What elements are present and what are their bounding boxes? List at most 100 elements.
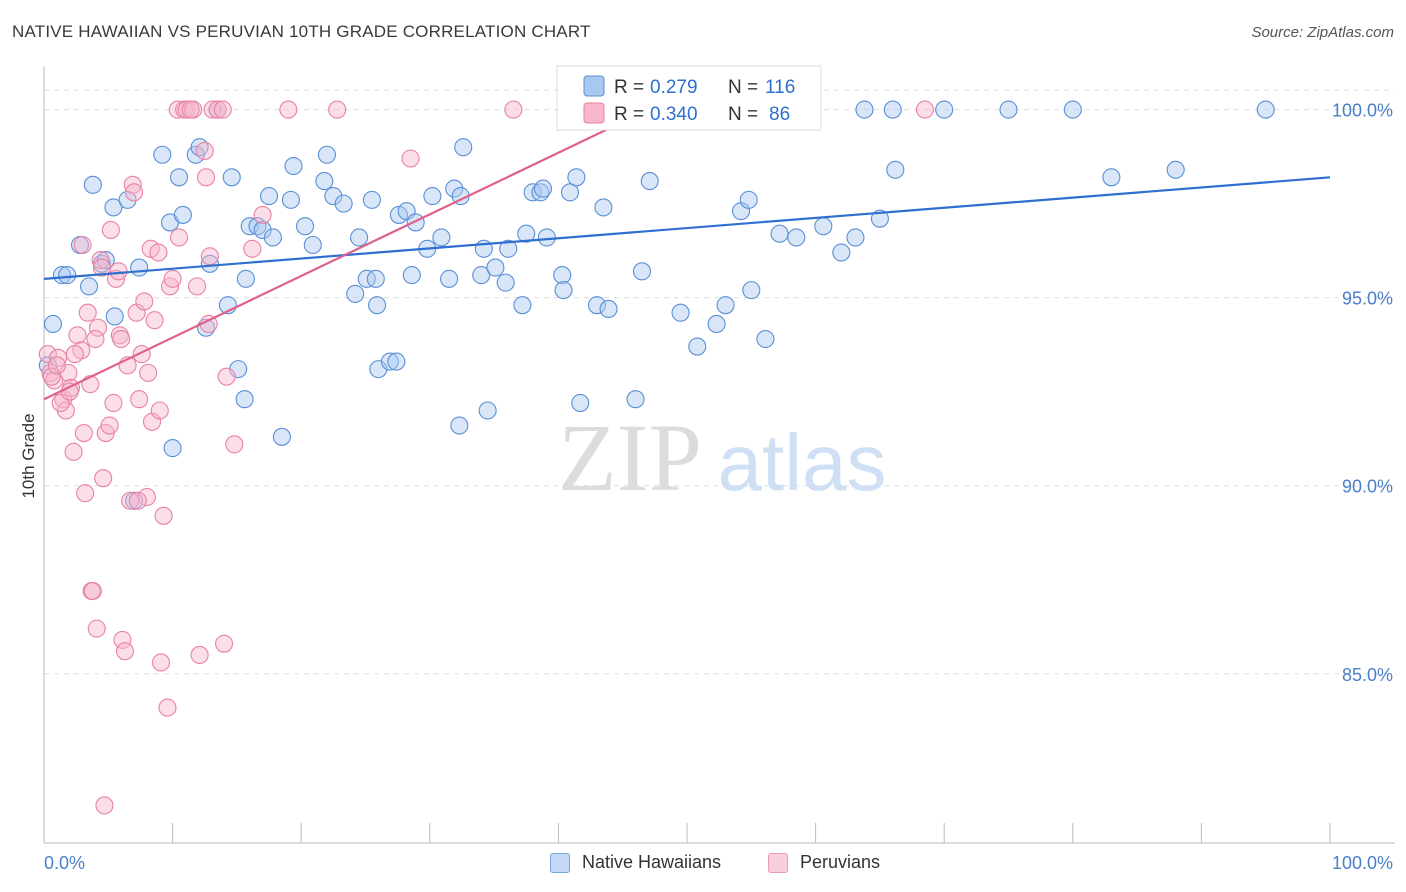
native-hawaiian-point-48 [387,352,406,371]
peruvian-point-31 [123,175,142,194]
native-hawaiian-point-41 [350,228,369,247]
stats-legend: R = 0.279 N = 116 R = 0.340 N = 86 [556,65,822,131]
native-hawaiian-point-93 [787,228,806,247]
peruvian-point-16 [83,581,102,601]
native-hawaiian-point-16 [173,205,192,224]
native-hawaiian-point-56 [440,269,459,288]
native-hawaiian-point-67 [513,296,532,315]
pink-swatch [583,102,605,124]
native-hawaiian-point-90 [742,281,761,300]
native-hawaiian-point-71 [533,179,553,198]
x-tick-min: 0.0% [44,853,85,873]
peruvian-point-72 [65,345,84,364]
native-hawaiian-point-38 [324,187,343,206]
peruvian-point-65 [328,100,347,119]
legend-label-native-hawaiians: Native Hawaiians [582,852,722,872]
native-hawaiian-point-83 [640,172,659,191]
chart-title: NATIVE HAWAIIAN VS PERUVIAN 10TH GRADE C… [12,22,591,41]
peruvian-point-32 [124,183,144,202]
native-hawaiian-point-57 [445,179,464,198]
legend-r-value-blue: 0.279 [650,77,698,98]
peruvian-point-49 [177,100,196,119]
native-hawaiian-point-82 [632,262,652,281]
peruvian-point-17 [87,619,106,638]
peruvian-point-75 [112,329,131,349]
native-hawaiian-point-111 [999,100,1018,119]
peruvian-point-24 [104,393,123,413]
native-hawaiian-point-1 [43,314,63,334]
native-hawaiian-point-2 [52,266,72,285]
peruvian-point-80 [73,235,92,255]
legend-n-value-blue: 116 [765,77,795,98]
peruvian-point-63 [253,205,272,224]
y-tick-labels: 100.0% 95.0% 90.0% 85.0% [1332,101,1393,685]
native-hawaiian-point-9 [104,198,123,217]
native-hawaiian-point-25 [236,269,255,288]
native-hawaiian-point-51 [402,266,421,285]
native-hawaiian-point-6 [83,175,102,194]
y-tick-label-0: 100.0% [1332,101,1393,121]
peruvian-point-76 [128,491,147,510]
native-hawaiian-point-63 [478,401,497,420]
native-hawaiian-point-32 [281,190,300,209]
peruvian-point-59 [214,634,234,653]
peruvian-point-61 [225,435,244,454]
peruvian-point-13 [78,303,97,322]
peruvians-trend-line [43,108,649,401]
native-hawaiian-point-80 [599,299,618,318]
native-hawaiian-point-29 [259,187,279,206]
legend-n-label-blue: N = [728,77,758,98]
native-hawaiian-point-30 [263,228,282,247]
peruvian-point-54 [196,168,216,187]
peruvian-point-37 [137,487,156,507]
native-hawaiian-point-77 [571,393,590,413]
native-hawaiian-point-44 [366,269,385,288]
legend-swatch-pink [768,852,788,873]
native-hawaiian-point-79 [594,198,613,217]
peruvian-point-44 [158,698,177,717]
y-tick-label-2: 90.0% [1342,477,1393,497]
native-hawaiian-point-99 [886,160,905,179]
native-hawaiian-point-68 [517,224,536,243]
native-hawaiian-point-92 [770,224,789,243]
peruvian-point-78 [181,100,200,119]
native-hawaiian-point-3 [58,266,77,285]
native-hawaiian-point-36 [315,172,334,191]
chart-source: Source: ZipAtlas.com [1251,24,1394,41]
legend-n-label-pink: N = [728,104,758,125]
legend-r-label-blue: R = [614,77,644,98]
native-hawaiian-point-39 [334,194,353,213]
native-hawaiian-point-78 [587,296,607,315]
peruvian-point-60 [217,367,236,386]
grid-lines [44,89,1395,675]
peruvian-point-11 [74,424,93,443]
legend-n-value-pink: 86 [769,104,790,125]
native-hawaiian-point-31 [272,427,291,446]
peruvian-point-28 [115,642,135,661]
native-hawaiian-point-101 [935,100,954,119]
peruvian-point-83 [169,228,189,247]
peruvian-point-42 [151,653,171,672]
peruvians-points [38,100,934,815]
legend-item-peruvians: Peruvians [768,852,880,873]
blue-swatch [583,75,605,97]
native-hawaiian-point-35 [303,235,322,255]
native-hawaiian-point-37 [317,145,336,164]
native-hawaiian-point-91 [756,329,775,349]
native-hawaiian-point-73 [553,266,572,285]
native-hawaiian-point-60 [454,138,473,157]
native-hawaiian-point-43 [362,190,381,209]
native-hawaiian-point-52 [406,213,425,232]
native-hawaiian-point-86 [707,314,726,334]
y-tick-label-1: 95.0% [1342,289,1393,309]
peruvian-point-62 [243,239,262,258]
native-hawaiian-point-47 [380,352,399,371]
peruvian-point-64 [279,100,298,119]
native-hawaiian-point-64 [486,258,505,277]
native-hawaiian-point-20 [200,254,219,273]
y-axis-label: 10th Grade [19,413,38,498]
peruvian-point-22 [100,416,119,435]
legend-r-value-pink: 0.340 [650,104,698,125]
peruvian-point-19 [91,250,110,270]
